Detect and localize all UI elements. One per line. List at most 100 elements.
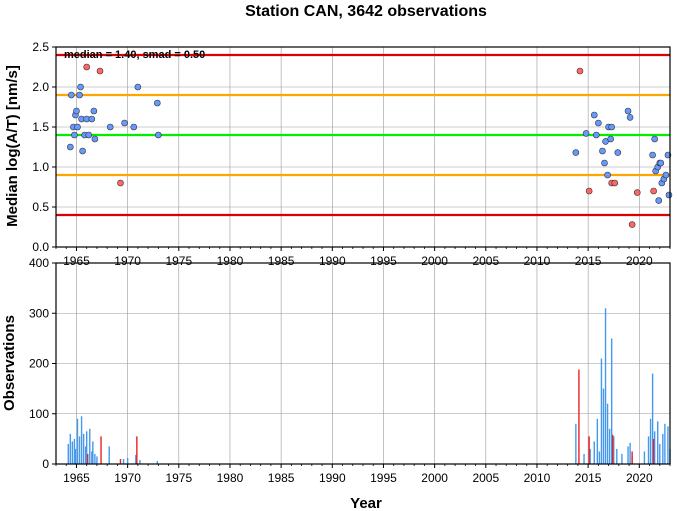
- data-point: [649, 151, 656, 159]
- y-tick-label: 0: [42, 457, 49, 471]
- x-tick-label: 1975: [165, 254, 192, 268]
- x-axis-label: Year: [350, 495, 382, 511]
- x-tick-label: 2000: [421, 471, 448, 485]
- data-point: [77, 83, 84, 91]
- observation-bar: [598, 451, 601, 464]
- bottom-x-ticks: 1965 1970 1975 1980 1985 1990 1995 2000 2005 2010…: [55, 464, 671, 485]
- data-point: [607, 135, 614, 143]
- observation-bar: [80, 416, 83, 464]
- observation-bar: [78, 436, 81, 464]
- data-point: [593, 131, 600, 139]
- observation-bar: [631, 451, 633, 464]
- data-point: [662, 171, 670, 179]
- data-point: [585, 187, 593, 195]
- data-point: [68, 91, 75, 99]
- observation-bar: [596, 418, 599, 464]
- observation-bar: [126, 457, 129, 464]
- top-x-ticks: 1965 1970 1975 1980 1985 1990 1995 2000 2005 2010…: [55, 247, 671, 268]
- observation-bar: [135, 454, 137, 464]
- observation-bar: [664, 423, 666, 464]
- observation-bar: [91, 451, 93, 464]
- data-point: [121, 119, 128, 127]
- chart-title: Station CAN, 3642 observations: [245, 3, 487, 20]
- x-tick-label: 2010: [524, 471, 551, 485]
- data-point: [155, 131, 162, 139]
- observation-bar: [627, 446, 629, 464]
- data-point: [154, 99, 161, 107]
- data-point: [572, 149, 580, 156]
- bottom-y-ticks: 0 100 200 300 400: [29, 256, 56, 471]
- top-scatter-points: [67, 63, 673, 228]
- data-point: [604, 171, 611, 179]
- x-tick-label: 1965: [63, 471, 90, 485]
- x-tick-label: 1985: [268, 471, 295, 485]
- data-point: [130, 123, 138, 131]
- x-tick-label: 2020: [626, 471, 653, 485]
- observation-bar: [583, 453, 585, 464]
- x-tick-label: 2015: [575, 254, 602, 268]
- observation-bar: [593, 441, 595, 464]
- y-tick-label: 2.0: [32, 80, 49, 94]
- observation-bar: [608, 428, 611, 464]
- observation-bar: [84, 446, 87, 464]
- observation-bar: [69, 433, 72, 464]
- observation-bar: [667, 426, 669, 464]
- observation-bar: [136, 436, 138, 464]
- y-tick-label: 100: [29, 407, 49, 421]
- data-point: [651, 135, 658, 143]
- observation-bar: [600, 358, 603, 464]
- data-point: [88, 115, 96, 123]
- observation-bar: [86, 431, 88, 464]
- top-plot-frame: [55, 46, 671, 248]
- observation-bar: [82, 433, 85, 464]
- observation-bar: [606, 403, 609, 464]
- data-point: [624, 107, 632, 115]
- x-tick-label: 1980: [217, 254, 244, 268]
- data-point: [608, 123, 615, 131]
- observation-bar: [621, 453, 623, 464]
- x-tick-label: 1985: [268, 254, 295, 268]
- x-tick-label: 1995: [370, 471, 397, 485]
- data-point: [601, 159, 608, 167]
- observation-bar: [100, 436, 102, 464]
- data-point: [611, 179, 619, 187]
- observation-bar: [94, 453, 96, 464]
- observation-bar: [156, 460, 159, 464]
- observation-bar: [653, 431, 656, 464]
- data-point: [83, 63, 90, 71]
- data-point: [91, 135, 99, 143]
- data-point: [85, 131, 93, 139]
- observation-bar: [604, 308, 607, 464]
- observation-bar: [89, 428, 91, 464]
- observation-bar: [108, 446, 110, 464]
- data-point: [96, 67, 104, 75]
- x-tick-label: 2010: [524, 254, 551, 268]
- data-point: [590, 111, 598, 119]
- observation-bar: [643, 451, 646, 464]
- x-tick-label: 1975: [165, 471, 192, 485]
- y-tick-label: 0.5: [32, 200, 49, 214]
- data-point: [599, 147, 606, 155]
- top-reference-lines: [56, 53, 670, 217]
- data-point: [134, 83, 142, 91]
- data-point: [582, 130, 590, 137]
- observation-bar: [602, 388, 605, 464]
- bottom-y-axis-label: Observations: [1, 315, 18, 411]
- data-point: [628, 221, 636, 228]
- x-tick-label: 1995: [370, 254, 397, 268]
- observation-bar: [647, 436, 650, 464]
- observation-bar: [629, 442, 631, 464]
- observation-bar: [578, 369, 580, 464]
- observation-bar: [74, 448, 77, 464]
- observation-bar: [649, 418, 652, 464]
- observation-bar: [73, 438, 76, 464]
- y-tick-label: 1.0: [32, 160, 49, 174]
- data-point: [67, 143, 74, 151]
- x-tick-label: 1980: [217, 471, 244, 485]
- data-point: [106, 123, 114, 131]
- x-tick-label: 1965: [63, 254, 90, 268]
- data-point: [626, 114, 634, 121]
- x-tick-label: 1970: [114, 471, 141, 485]
